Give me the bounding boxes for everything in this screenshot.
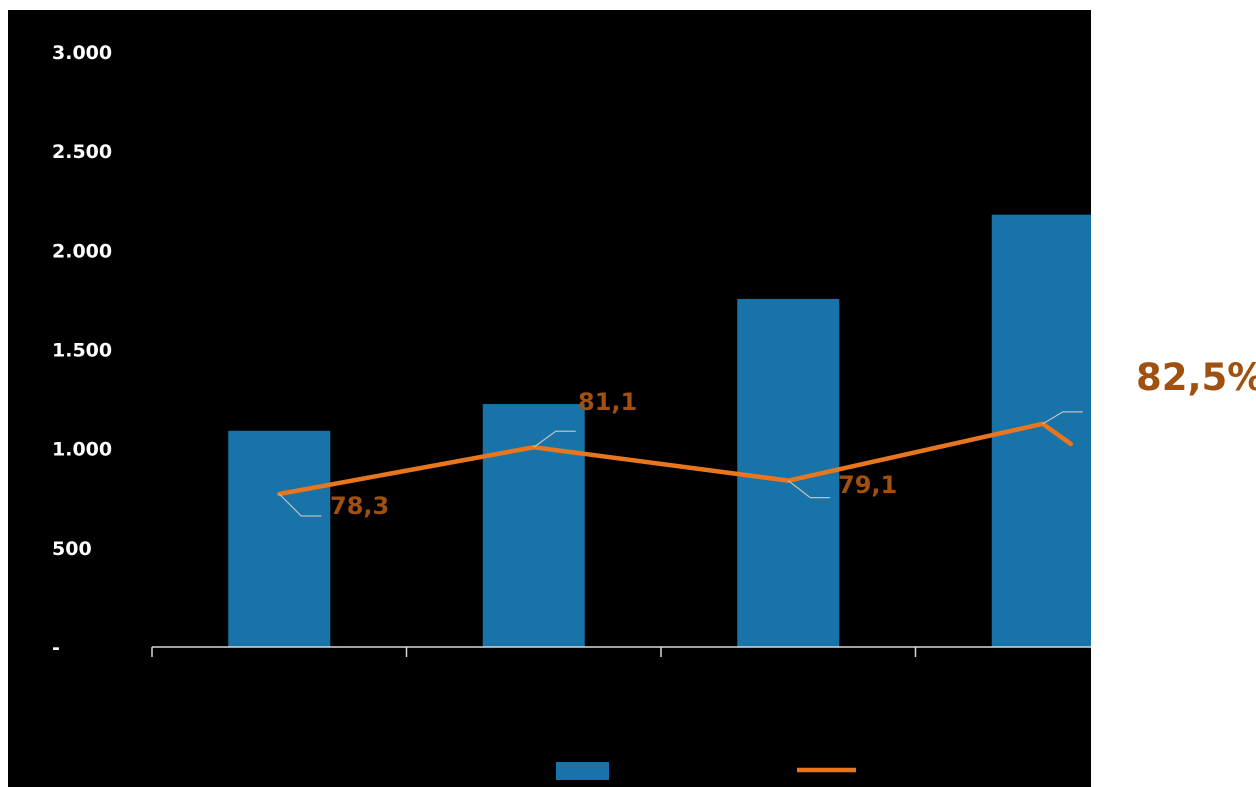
chart-title-glyph	[736, 10, 770, 18]
y-tick-label: 500	[52, 538, 92, 560]
line-data-label: 79,1	[838, 471, 897, 499]
label-leader-line	[278, 493, 322, 517]
line-data-label: 78,3	[330, 492, 389, 520]
y-tick-label: 2.000	[52, 240, 112, 262]
y-tick-label: -	[52, 637, 60, 659]
line-data-label-4: 82,5%	[1136, 356, 1256, 399]
label-leader-line	[533, 430, 576, 448]
y-tick-label: 1.500	[52, 340, 112, 362]
bar	[228, 430, 331, 647]
label-leader-line	[787, 480, 831, 499]
combo-chart: - 500 1.000 1.500 2.000 2.500 3.000 78,3 81,1 79,…	[52, 42, 1091, 780]
line-series	[277, 421, 1073, 497]
bar	[482, 404, 585, 647]
chart-panel: - 500 1.000 1.500 2.000 2.500 3.000 78,3 81,1 79,…	[8, 10, 1091, 787]
label-leader-line	[1042, 411, 1083, 425]
y-tick-label: 2.500	[52, 141, 112, 163]
legend-bar-swatch	[556, 762, 609, 780]
y-tick-label: 1.000	[52, 439, 112, 461]
line-data-label: 81,1	[578, 388, 637, 416]
y-tick-label: 3.000	[52, 42, 112, 64]
chart-title-fragment	[736, 10, 792, 18]
